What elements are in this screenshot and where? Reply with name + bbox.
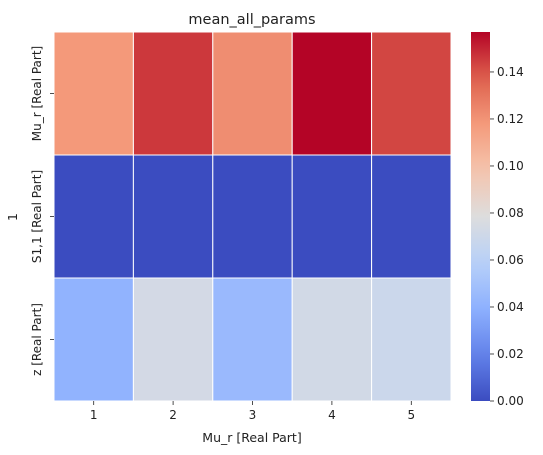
heatmap-cell xyxy=(212,31,293,156)
x-tick-label: 4 xyxy=(328,408,336,422)
heatmap-cell xyxy=(53,154,134,279)
heatmap-cell xyxy=(371,277,452,402)
heatmap-cell xyxy=(53,31,134,156)
heatmap-cell xyxy=(212,154,293,279)
y-tick-label: Mu_r [Real Part] xyxy=(30,46,44,141)
y-axis-ticks: Mu_r [Real Part] S1,1 [Real Part] z [Real … xyxy=(30,46,54,376)
y-axis-label: 1 xyxy=(5,213,20,221)
heatmap-cell xyxy=(132,154,214,279)
colorbar-tick-label: 0.04 xyxy=(497,300,524,314)
heatmap-cell xyxy=(132,31,214,156)
colorbar-tick-label: 0.00 xyxy=(497,394,524,408)
heatmap-cells xyxy=(53,31,452,402)
colorbar xyxy=(471,32,490,401)
colorbar-ticks: 0.00 0.02 0.04 0.06 0.08 0.10 0.12 0.14 xyxy=(490,65,524,408)
heatmap-cell xyxy=(212,277,293,402)
x-tick-label: 3 xyxy=(249,408,257,422)
y-tick-label: z [Real Part] xyxy=(30,303,44,376)
colorbar-tick-label: 0.02 xyxy=(497,347,524,361)
x-tick-label: 2 xyxy=(169,408,177,422)
colorbar-tick-label: 0.12 xyxy=(497,112,524,126)
colorbar-tick-label: 0.08 xyxy=(497,206,524,220)
heatmap-cell xyxy=(291,277,373,402)
x-axis-label: Mu_r [Real Part] xyxy=(202,430,301,445)
colorbar-tick-label: 0.06 xyxy=(497,253,524,267)
y-tick-label: S1,1 [Real Part] xyxy=(30,170,44,263)
x-tick-label: 5 xyxy=(407,408,415,422)
heatmap-cell xyxy=(291,31,373,156)
x-tick-label: 1 xyxy=(90,408,98,422)
colorbar-tick-label: 0.10 xyxy=(497,159,524,173)
colorbar-tick-label: 0.14 xyxy=(497,65,524,79)
heatmap-cell xyxy=(371,31,452,156)
heatmap-cell xyxy=(371,154,452,279)
chart-title: mean_all_params xyxy=(188,12,315,28)
heatmap-cell xyxy=(132,277,214,402)
x-axis-ticks: 1 2 3 4 5 xyxy=(90,401,415,422)
heatmap-cell xyxy=(291,154,373,279)
heatmap-cell xyxy=(53,277,134,402)
